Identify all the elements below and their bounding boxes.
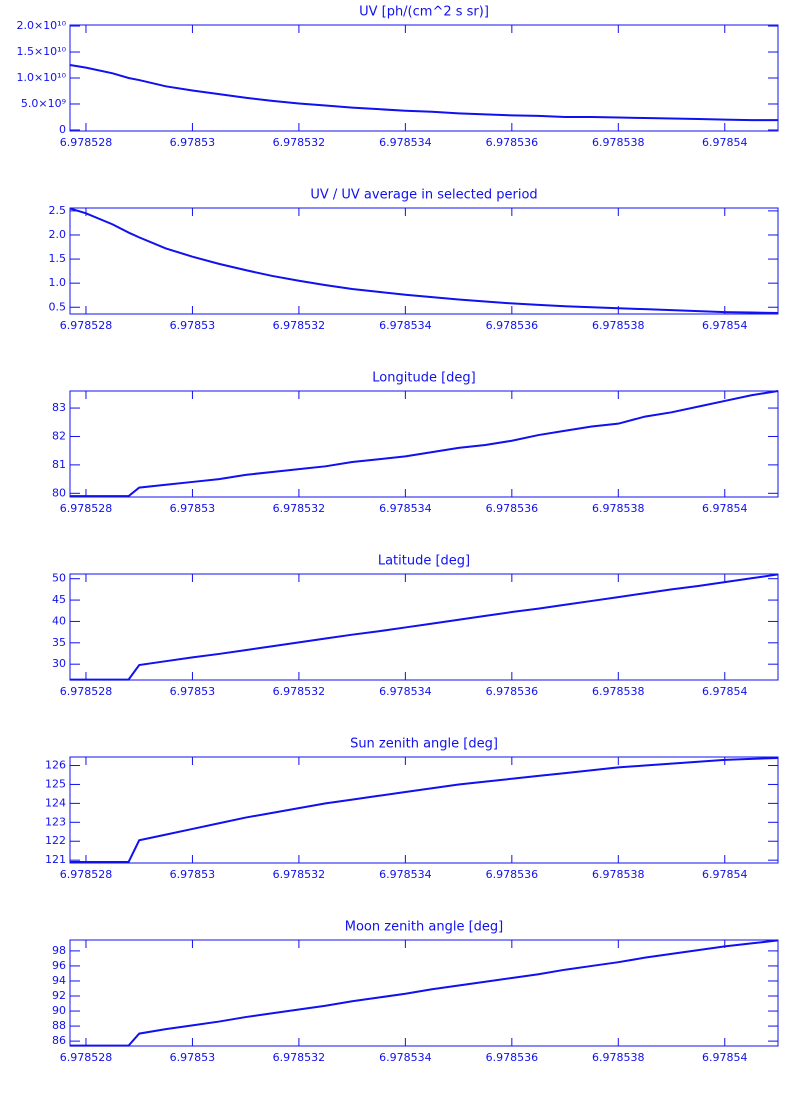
x-tick-label: 6.978536 [486, 1051, 539, 1064]
y-tick-label: 124 [45, 796, 66, 809]
y-tick-label: 2.5 [49, 204, 67, 217]
x-tick-label: 6.978534 [379, 319, 432, 332]
y-tick-label: 2.0 [49, 228, 67, 241]
y-tick-label: 50 [52, 572, 66, 585]
x-tick-label: 6.978538 [592, 1051, 645, 1064]
plot-frame [69, 939, 779, 1047]
x-tick-label: 6.97854 [702, 868, 748, 881]
x-tick-label: 6.978532 [273, 1051, 326, 1064]
y-tick-label: 40 [52, 614, 66, 627]
y-tick-label: 1.5 [49, 252, 67, 265]
data-line [69, 64, 778, 122]
chart-title: Longitude [deg] [372, 371, 475, 386]
y-tick-label: 96 [52, 959, 66, 972]
plot-frame [69, 573, 779, 681]
x-tick-label: 6.97853 [170, 868, 216, 881]
x-tick-label: 6.97854 [702, 502, 748, 515]
y-tick-label: 0.5 [49, 300, 67, 313]
y-tick-label: 86 [52, 1034, 66, 1047]
y-tick-label: 121 [45, 853, 66, 866]
y-tick-label: 35 [52, 636, 66, 649]
y-tick-label: 2.0×10¹⁰ [16, 19, 66, 32]
x-tick-label: 6.978532 [273, 868, 326, 881]
chart-title: Latitude [deg] [378, 554, 470, 569]
x-tick-label: 6.978532 [273, 136, 326, 149]
x-tick-label: 6.978534 [379, 685, 432, 698]
chart-title: Sun zenith angle [deg] [350, 737, 498, 752]
x-tick-label: 6.978534 [379, 1051, 432, 1064]
plot-frame [69, 390, 779, 498]
y-tick-label: 82 [52, 429, 66, 442]
plot-frame [69, 24, 779, 132]
x-tick-label: 6.978532 [273, 319, 326, 332]
x-tick-label: 6.978532 [273, 685, 326, 698]
y-tick-label: 125 [45, 777, 66, 790]
y-tick-label: 122 [45, 834, 66, 847]
y-tick-label: 1.5×10¹⁰ [16, 45, 66, 58]
y-tick-label: 80 [52, 486, 66, 499]
x-tick-label: 6.978536 [486, 868, 539, 881]
x-tick-label: 6.97853 [170, 319, 216, 332]
x-tick-label: 6.978534 [379, 868, 432, 881]
x-tick-label: 6.97853 [170, 1051, 216, 1064]
x-tick-label: 6.978528 [60, 868, 113, 881]
x-tick-label: 6.978534 [379, 502, 432, 515]
chart-title: UV [ph/(cm^2 s sr)] [359, 5, 489, 20]
y-tick-label: 1.0×10¹⁰ [16, 71, 66, 84]
data-line [70, 756, 779, 864]
x-tick-label: 6.978538 [592, 319, 645, 332]
y-tick-label: 0 [59, 123, 66, 136]
x-tick-label: 6.978528 [60, 1051, 113, 1064]
y-tick-label: 90 [52, 1004, 66, 1017]
x-tick-label: 6.978538 [592, 502, 645, 515]
data-line [70, 390, 779, 498]
x-tick-label: 6.978536 [486, 502, 539, 515]
y-tick-label: 88 [52, 1019, 66, 1032]
y-tick-label: 92 [52, 989, 66, 1002]
x-tick-label: 6.978528 [60, 685, 113, 698]
plot-frame [69, 207, 779, 315]
y-tick-label: 5.0×10⁹ [21, 97, 66, 110]
y-tick-label: 123 [45, 815, 66, 828]
y-tick-label: 45 [52, 593, 66, 606]
x-tick-label: 6.978538 [592, 868, 645, 881]
x-tick-label: 6.97853 [170, 502, 216, 515]
x-tick-label: 6.978528 [60, 502, 113, 515]
y-tick-label: 1.0 [49, 276, 67, 289]
y-tick-label: 83 [52, 401, 66, 414]
plot-frame [69, 756, 779, 864]
x-tick-label: 6.978532 [273, 502, 326, 515]
x-tick-label: 6.978534 [379, 136, 432, 149]
y-tick-label: 98 [52, 944, 66, 957]
x-tick-label: 6.978528 [60, 319, 113, 332]
x-tick-label: 6.978528 [60, 136, 113, 149]
y-tick-label: 94 [52, 974, 66, 987]
x-tick-label: 6.978538 [592, 685, 645, 698]
chart-title: UV / UV average in selected period [310, 188, 537, 203]
data-line [69, 207, 779, 315]
x-tick-label: 6.978536 [486, 685, 539, 698]
data-line [70, 939, 779, 1047]
x-tick-label: 6.978536 [486, 136, 539, 149]
x-tick-label: 6.978538 [592, 136, 645, 149]
x-tick-label: 6.97854 [702, 136, 748, 149]
x-tick-label: 6.97854 [702, 319, 748, 332]
x-tick-label: 6.97854 [702, 1051, 748, 1064]
x-tick-label: 6.978536 [486, 319, 539, 332]
data-line [70, 573, 779, 681]
y-tick-label: 30 [52, 657, 66, 670]
chart-title: Moon zenith angle [deg] [345, 920, 503, 935]
y-tick-label: 81 [52, 458, 66, 471]
x-tick-label: 6.97853 [170, 685, 216, 698]
x-tick-label: 6.97853 [170, 136, 216, 149]
x-tick-label: 6.97854 [702, 685, 748, 698]
y-tick-label: 126 [45, 759, 66, 772]
